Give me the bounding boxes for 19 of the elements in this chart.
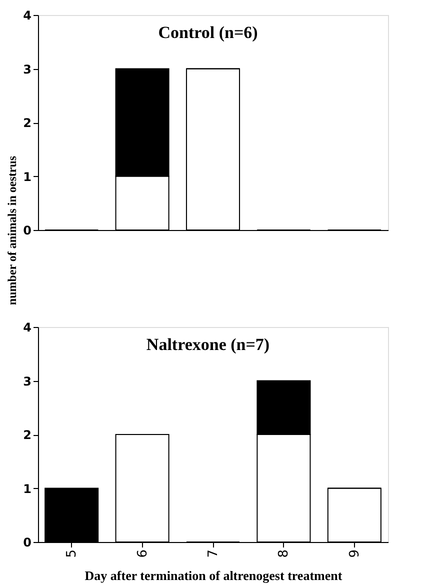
y-tick-label: 0 xyxy=(23,224,32,238)
x-tick-label: 8 xyxy=(276,550,292,558)
y-tick-label: 4 xyxy=(23,8,32,22)
y-tick-label: 1 xyxy=(23,170,32,184)
y-tick-label: 0 xyxy=(23,536,32,550)
y-tick-label: 2 xyxy=(23,428,32,442)
y-tick-label: 3 xyxy=(23,374,32,388)
chart-title: Control (n=6) xyxy=(158,23,258,42)
y-tick-label: 2 xyxy=(23,116,32,130)
x-tick-label: 5 xyxy=(64,550,80,558)
x-tick-label: 7 xyxy=(206,550,221,558)
y-tick-label: 1 xyxy=(23,482,32,496)
x-tick-label: 9 xyxy=(347,550,362,558)
x-axis-title: Day after termination of altrenogest treatment xyxy=(84,568,343,583)
x-tick-label: 6 xyxy=(135,550,150,558)
y-axis-title: number of animals in oestrus xyxy=(5,156,20,306)
y-tick-label: 4 xyxy=(23,320,32,334)
y-tick-label: 3 xyxy=(23,62,32,76)
chart-title: Naltrexone (n=7) xyxy=(146,335,270,354)
